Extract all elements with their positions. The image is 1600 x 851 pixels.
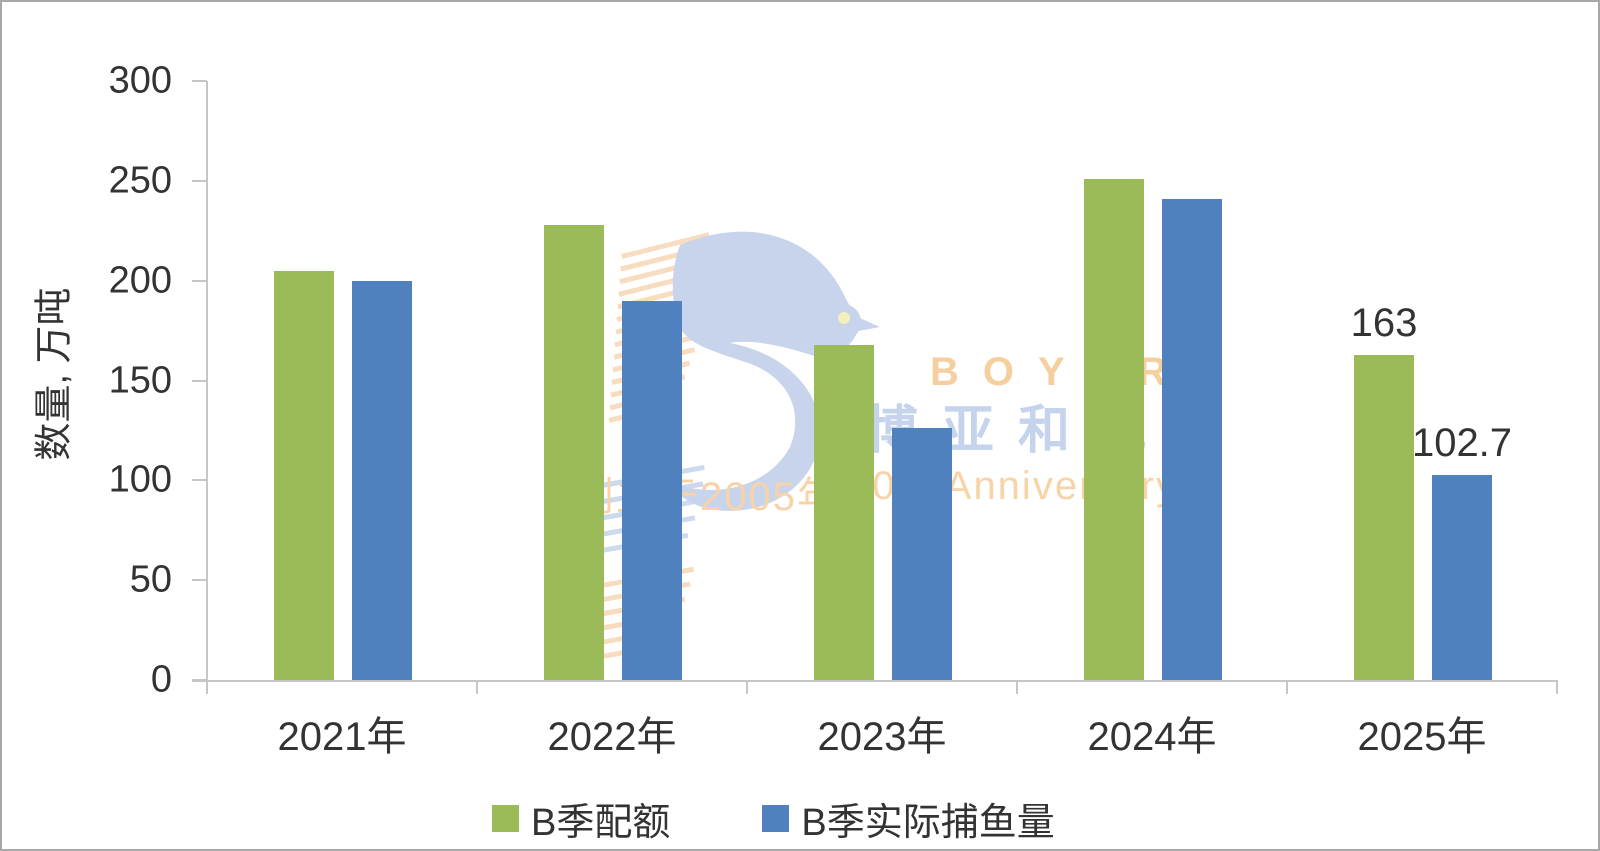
data-label-B季配额: 163 <box>1350 300 1418 345</box>
bar-2025年-B季配额 <box>1354 354 1414 680</box>
y-tick-label: 200 <box>108 259 172 302</box>
bar-2023年-B季配额 <box>814 344 874 680</box>
bar-2024年-B季实际捕鱼量 <box>1162 198 1222 680</box>
legend: B季配额 B季实际捕鱼量 <box>492 791 1055 846</box>
bar-2023年-B季实际捕鱼量 <box>892 428 952 680</box>
x-tick <box>206 680 208 694</box>
x-tick <box>476 680 478 694</box>
x-tick <box>746 680 748 694</box>
bar-2021年-B季配额 <box>274 270 334 680</box>
legend-item-quota: B季配额 <box>492 791 670 846</box>
y-tick <box>192 179 207 182</box>
y-axis-line <box>206 81 208 680</box>
y-tick <box>192 479 207 482</box>
y-tick <box>192 379 207 382</box>
y-tick-label: 300 <box>108 59 172 102</box>
x-category-label: 2023年 <box>817 715 947 759</box>
y-tick-label: 250 <box>108 159 172 202</box>
x-category-label: 2025年 <box>1357 715 1487 759</box>
x-category-label: 2024年 <box>1087 715 1217 759</box>
x-category-label: 2021年 <box>277 715 407 759</box>
legend-swatch-quota <box>492 805 519 832</box>
legend-item-catch: B季实际捕鱼量 <box>762 791 1055 846</box>
bird-eye <box>838 312 850 324</box>
x-tick <box>1016 680 1018 694</box>
y-tick-label: 100 <box>108 458 172 501</box>
y-tick <box>192 80 207 82</box>
bird-silhouette <box>670 231 880 511</box>
bar-2021年-B季实际捕鱼量 <box>352 280 412 680</box>
x-axis-line <box>192 680 1557 682</box>
y-tick <box>192 279 207 282</box>
legend-label-catch: B季实际捕鱼量 <box>801 802 1055 844</box>
y-tick-label: 50 <box>129 558 172 601</box>
legend-label-quota: B季配额 <box>531 802 671 844</box>
y-tick-label: 150 <box>108 359 172 401</box>
x-tick <box>1556 680 1558 694</box>
y-tick <box>192 679 207 681</box>
legend-swatch-catch <box>762 805 790 832</box>
x-tick <box>1286 680 1288 694</box>
watermark-founded-text: 创立于2005年 <box>574 475 839 519</box>
bar-2024年-B季配额 <box>1084 178 1144 680</box>
bar-2025年-B季实际捕鱼量 <box>1432 474 1492 680</box>
x-category-label: 2022年 <box>547 715 677 759</box>
bar-2022年-B季配额 <box>544 224 604 680</box>
data-label-B季实际捕鱼量: 102.7 <box>1411 420 1513 465</box>
bar-2022年-B季实际捕鱼量 <box>622 300 682 680</box>
y-tick <box>192 579 207 582</box>
y-tick-label: 0 <box>150 658 172 701</box>
